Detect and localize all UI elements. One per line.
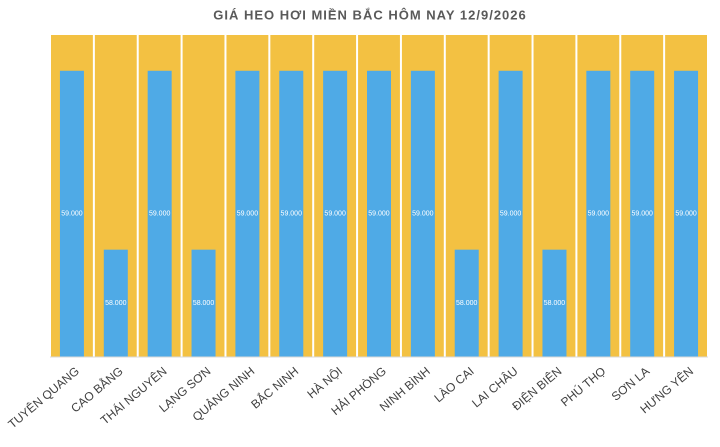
value-label: 59.000: [588, 211, 610, 218]
value-label: 59.000: [61, 211, 83, 218]
bar: [235, 70, 260, 358]
value-label: 59.000: [237, 211, 259, 218]
bar: [454, 249, 479, 357]
bar: [59, 70, 84, 358]
bar: [410, 70, 435, 358]
value-label: 59.000: [675, 211, 697, 218]
bar: [498, 70, 523, 358]
bar: [542, 249, 567, 357]
value-label: 58.000: [456, 300, 478, 307]
value-label: 59.000: [281, 211, 303, 218]
bar: [674, 70, 699, 358]
value-label: 58.000: [193, 300, 215, 307]
value-label: 59.000: [412, 211, 434, 218]
bar: [147, 70, 172, 358]
chart-title: GIÁ HEO HƠI MIỀN BẮC HÔM NAY 12/9/2026: [213, 7, 527, 22]
value-label: 59.000: [368, 211, 390, 218]
value-label: 59.000: [149, 211, 171, 218]
value-label: 58.000: [544, 300, 566, 307]
bar: [323, 70, 348, 358]
value-label: 59.000: [324, 211, 346, 218]
value-label: 59.000: [500, 211, 522, 218]
bar: [103, 249, 128, 357]
bar: [279, 70, 304, 358]
value-label: 58.000: [105, 300, 127, 307]
bar: [367, 70, 391, 358]
bar: [586, 70, 611, 358]
value-label: 59.000: [631, 211, 653, 218]
bar: [191, 249, 216, 357]
bar: [630, 70, 655, 358]
